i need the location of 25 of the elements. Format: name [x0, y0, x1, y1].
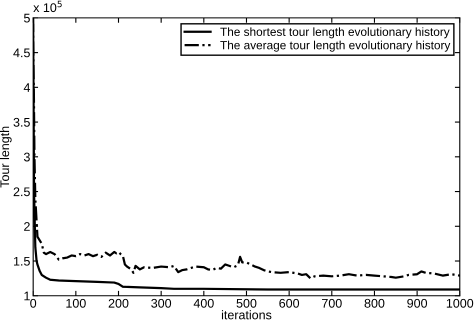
x-tick-label: 900 [407, 298, 428, 308]
legend-label: The average tour length evolutionary history [220, 40, 450, 52]
x-tick-label: 1000 [446, 298, 474, 308]
x-tick-label: 300 [151, 298, 172, 308]
y-tick-label: 2 [24, 222, 30, 231]
x-tick-label: 100 [66, 298, 86, 308]
x-tick-label: 800 [364, 298, 384, 308]
x-axis-title: iterations [222, 310, 272, 320]
y-tick-label: 3.5 [14, 118, 30, 127]
y-tick-label: 4.5 [13, 48, 30, 58]
text: x 10$^{5}$ [33, 0, 62, 12]
x-tick-label: 0 [30, 298, 36, 308]
y-tick-label: 5 [24, 14, 30, 23]
legend-label: The shortest tour length evolutionary history [220, 27, 450, 38]
y-tick-label: 3 [24, 152, 30, 162]
x-tick-label: 400 [194, 298, 214, 308]
y-axis-title: Tour length [0, 126, 12, 188]
y-tick-label: 4 [24, 83, 30, 92]
x-tick-label: 700 [322, 298, 342, 308]
y-tick-label: 1.5 [14, 256, 30, 266]
x-tick-label: 600 [279, 298, 300, 308]
x-tick-label: 500 [236, 298, 256, 308]
x-tick-label: 200 [108, 298, 128, 308]
y-tick-label: 1 [24, 292, 30, 300]
y-tick-label: 2.5 [14, 187, 30, 196]
